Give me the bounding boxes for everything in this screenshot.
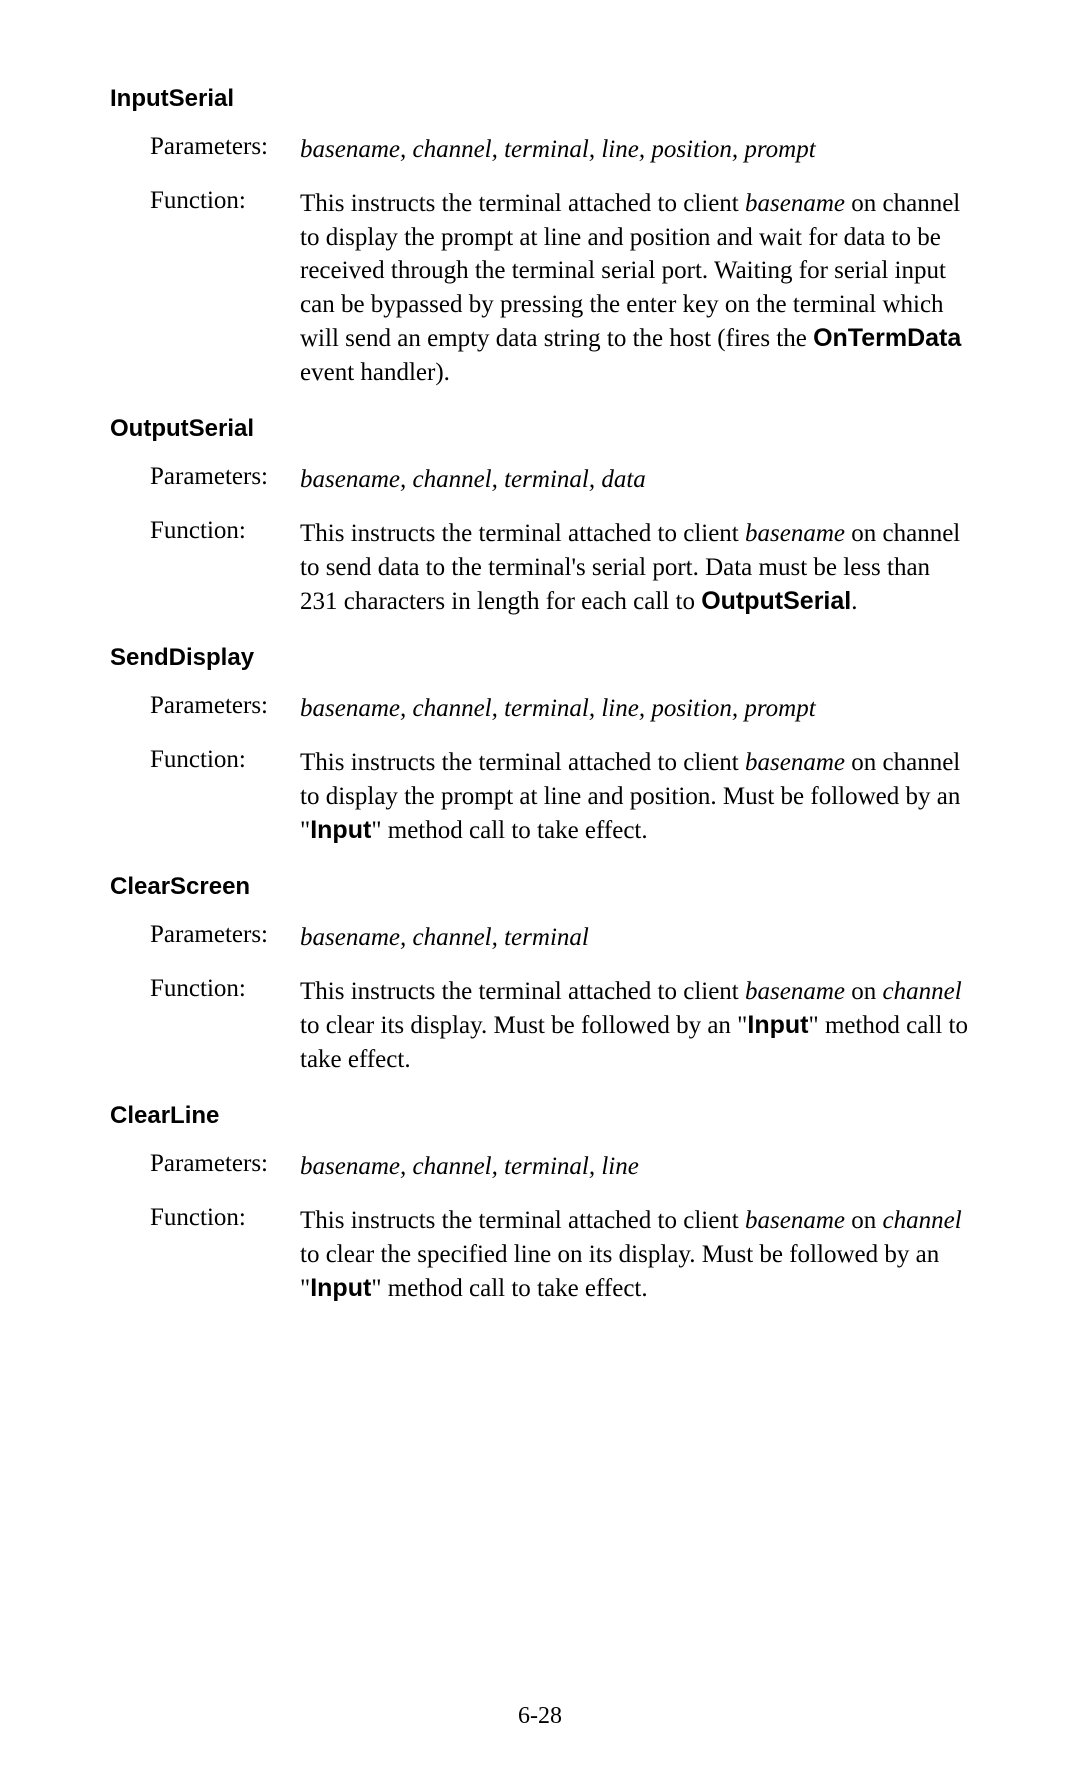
method-title: OutputSerial [110,415,970,443]
parameters-row: Parameters:basename, channel, terminal, … [110,463,970,497]
parameters-label: Parameters: [150,692,300,726]
text-span: Input [310,1274,371,1302]
function-label: Function: [150,517,300,618]
method-title: ClearScreen [110,873,970,901]
method-section: ClearLine Parameters:basename, channel, t… [110,1102,970,1305]
function-value: This instructs the terminal attached to … [300,187,970,390]
function-label: Function: [150,746,300,847]
method-section: ClearScreen Parameters:basename, channel,… [110,873,970,1076]
function-row: Function:This instructs the terminal att… [110,975,970,1076]
function-label: Function: [150,975,300,1076]
text-span: This instructs the terminal attached to … [300,190,745,217]
text-span: OutputSerial [701,587,851,615]
method-title: InputSerial [110,85,970,113]
text-span: This instructs the terminal attached to … [300,520,745,547]
parameters-row: Parameters:basename, channel, terminal, … [110,692,970,726]
text-span: to clear its display. Must be followed b… [300,1012,747,1039]
function-value: This instructs the terminal attached to … [300,517,970,618]
text-span: on [845,978,883,1005]
method-title: ClearLine [110,1102,970,1130]
function-row: Function:This instructs the terminal att… [110,1204,970,1305]
function-value: This instructs the terminal attached to … [300,1204,970,1305]
text-span: basename [745,190,845,217]
method-section: SendDisplay Parameters:basename, channel,… [110,644,970,847]
text-span: Input [310,816,371,844]
parameters-value: basename, channel, terminal, line [300,1150,970,1184]
text-span: basename [745,749,845,776]
text-span: event handler). [300,359,450,386]
text-span: " method call to take effect. [371,817,647,844]
text-span: . [851,588,857,615]
function-label: Function: [150,1204,300,1305]
parameters-row: Parameters:basename, channel, terminal, … [110,1150,970,1184]
parameters-value: basename, channel, terminal, line, posit… [300,133,970,167]
parameters-value: basename, channel, terminal [300,921,970,955]
function-row: Function:This instructs the terminal att… [110,187,970,390]
text-span: channel [883,1207,962,1234]
text-span: basename [745,520,845,547]
function-label: Function: [150,187,300,390]
parameters-value: basename, channel, terminal, data [300,463,970,497]
parameters-label: Parameters: [150,921,300,955]
text-span: channel [883,978,962,1005]
text-span: basename [745,1207,845,1234]
text-span: OnTermData [813,324,961,352]
document-content: InputSerialParameters:basename, channel,… [110,85,970,1305]
text-span: This instructs the terminal attached to … [300,749,745,776]
parameters-label: Parameters: [150,133,300,167]
parameters-label: Parameters: [150,463,300,497]
method-section: OutputSerial Parameters:basename, channel… [110,415,970,618]
parameters-value: basename, channel, terminal, line, posit… [300,692,970,726]
function-row: Function:This instructs the terminal att… [110,746,970,847]
text-span: This instructs the terminal attached to … [300,1207,745,1234]
function-row: Function:This instructs the terminal att… [110,517,970,618]
parameters-label: Parameters: [150,1150,300,1184]
method-title: SendDisplay [110,644,970,672]
text-span: basename [745,978,845,1005]
text-span: This instructs the terminal attached to … [300,978,745,1005]
function-value: This instructs the terminal attached to … [300,975,970,1076]
text-span: on [845,1207,883,1234]
method-section: InputSerial Parameters:basename, channel,… [110,85,970,389]
page-number: 6-28 [0,1703,1080,1730]
text-span: Input [747,1011,808,1039]
text-span: " method call to take effect. [371,1275,647,1302]
parameters-row: Parameters:basename, channel, terminal, … [110,133,970,167]
parameters-row: Parameters:basename, channel, terminal [110,921,970,955]
function-value: This instructs the terminal attached to … [300,746,970,847]
